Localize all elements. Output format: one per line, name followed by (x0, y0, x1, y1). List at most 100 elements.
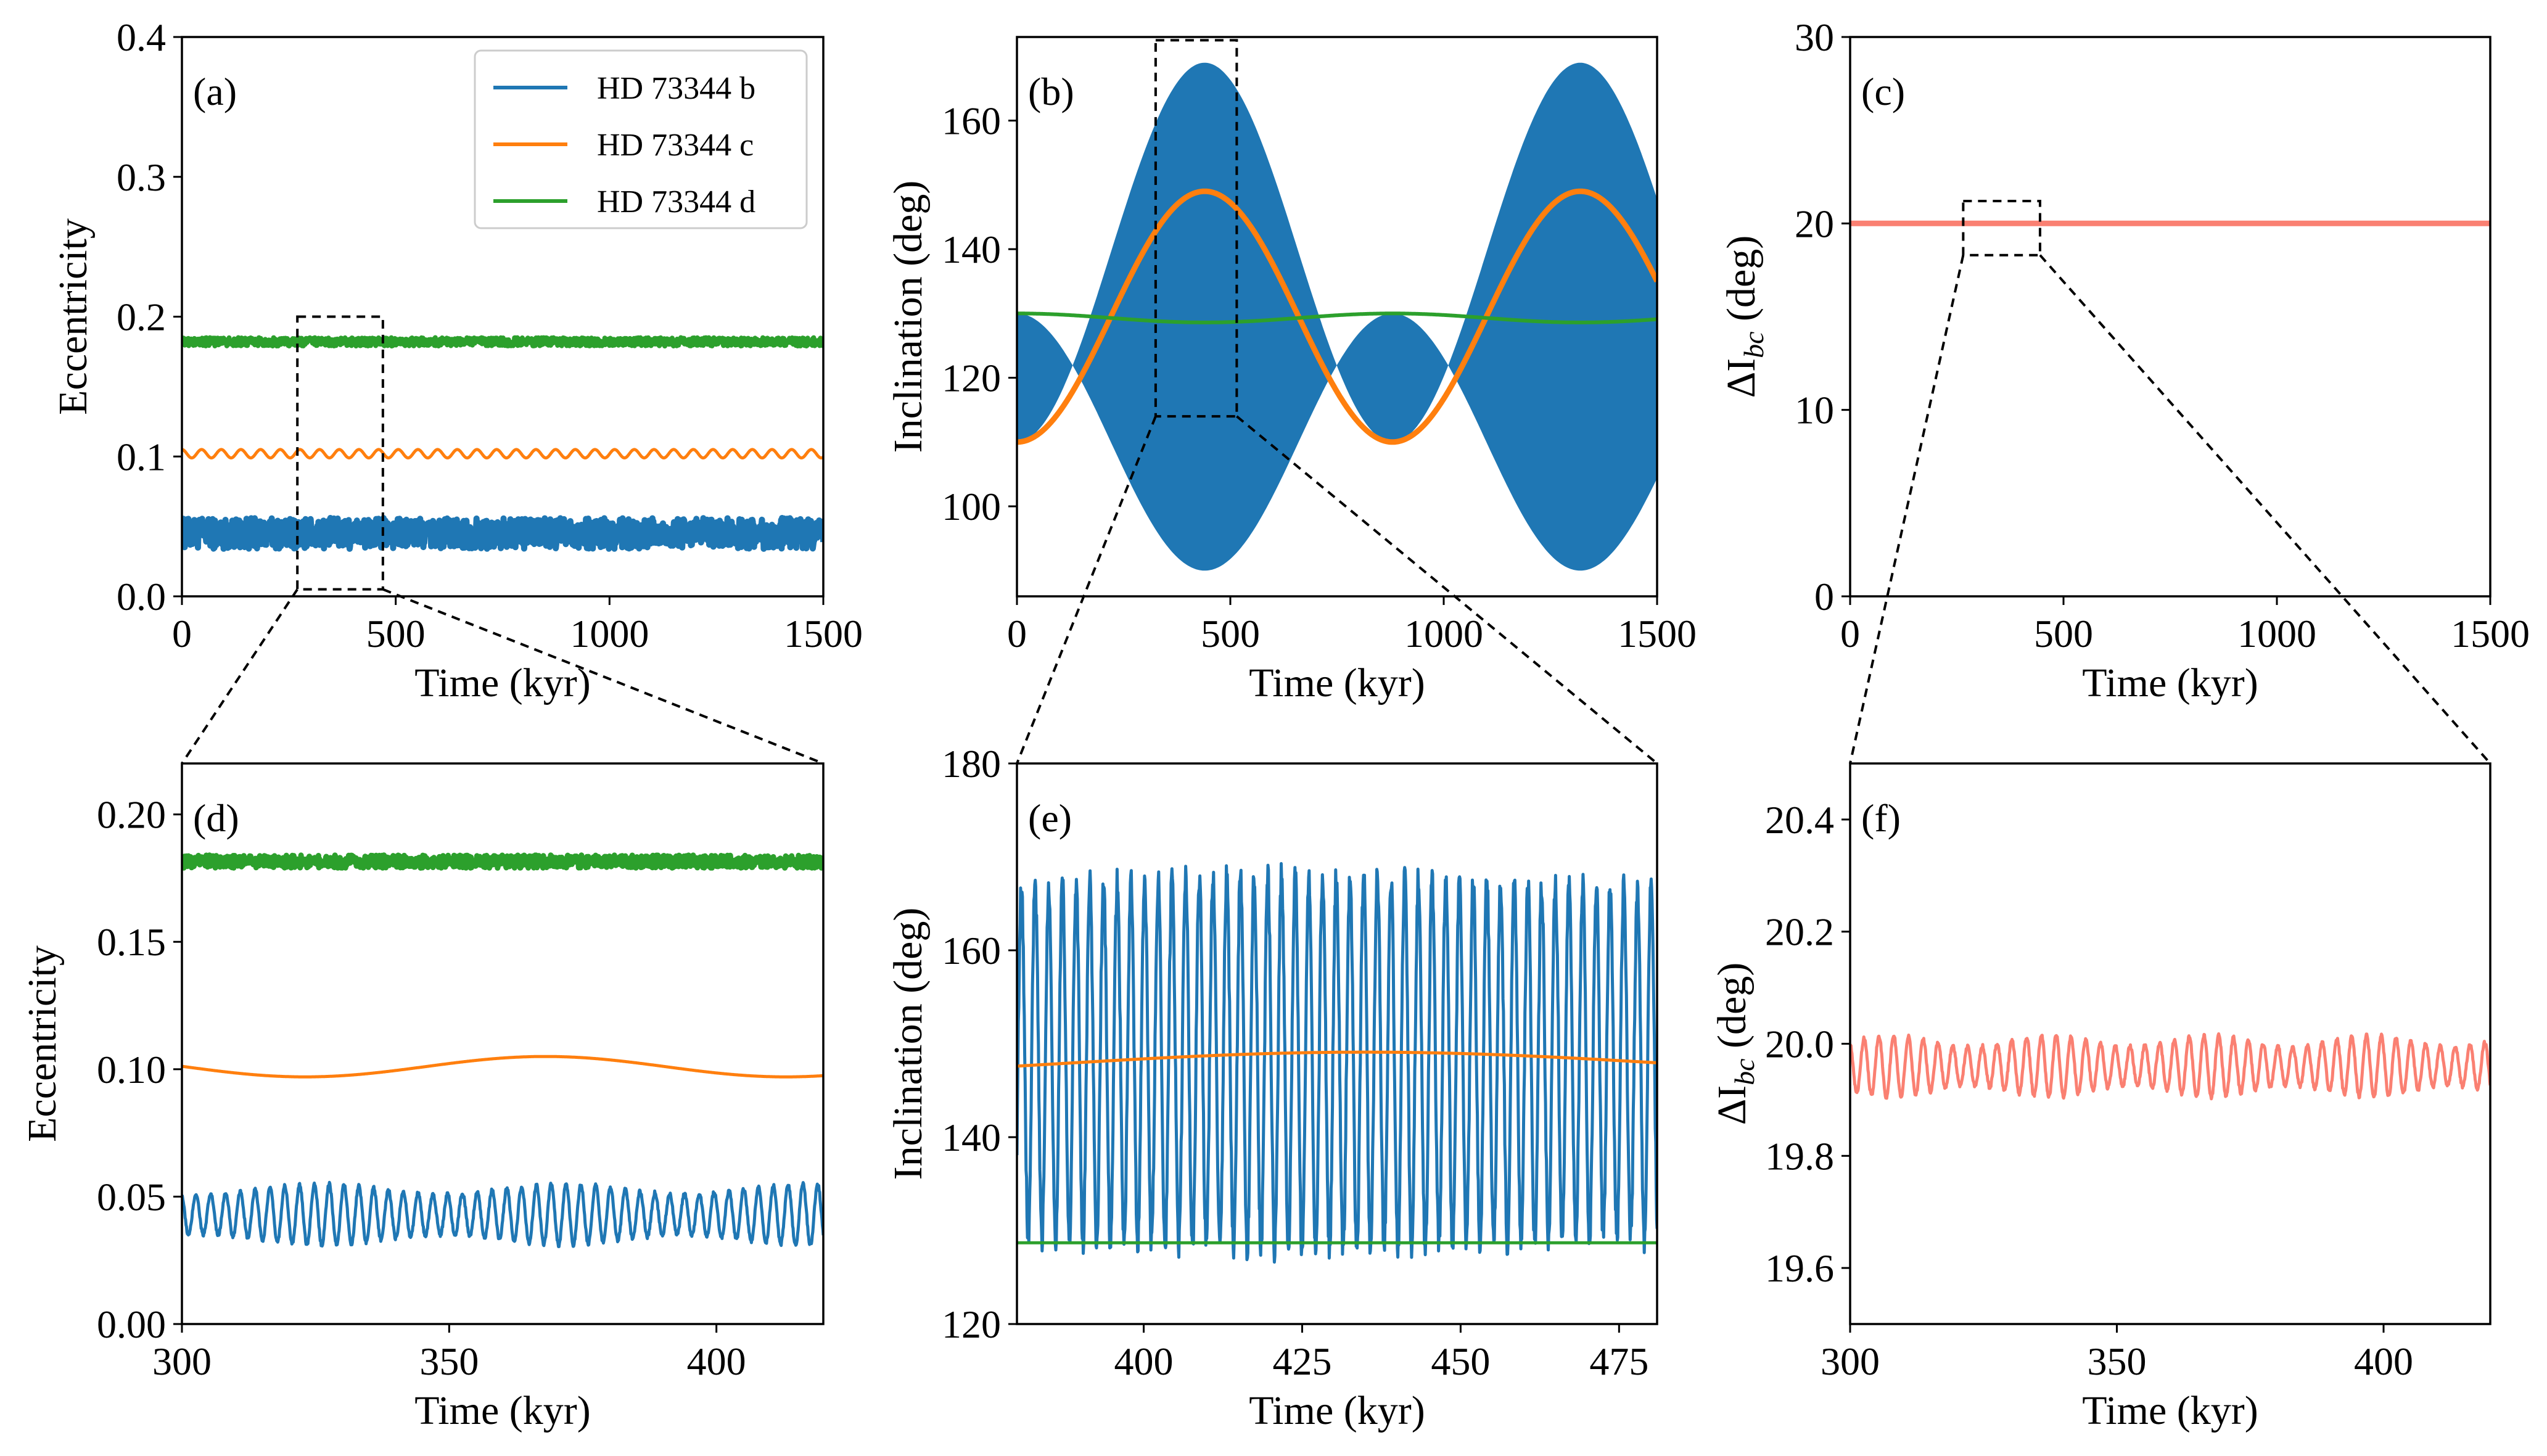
y-tick-label-a: 0.1 (117, 435, 166, 479)
y-tick-label-e: 180 (942, 742, 1001, 786)
series-d-d (182, 852, 823, 871)
x-tick-label-e: 425 (1272, 1339, 1331, 1383)
series-a-d (182, 335, 823, 349)
y-tick-label-f: 19.6 (1765, 1246, 1834, 1290)
y-label-unit-f: (deg) (1710, 963, 1755, 1059)
y-tick-label-d: 0.10 (97, 1048, 166, 1092)
y-tick-label-a: 0.4 (117, 15, 166, 59)
x-axis-label-c: Time (kyr) (2082, 660, 2258, 705)
x-tick-label-e: 450 (1431, 1339, 1490, 1383)
x-tick-label-b: 0 (1007, 612, 1027, 656)
x-tick-label-b: 1500 (1618, 612, 1697, 656)
x-tick-label-f: 350 (2088, 1339, 2147, 1383)
y-tick-label-d: 0.20 (97, 793, 166, 837)
panel-b: 0 500 1000 1500 100 120 140 160 Time (kyr) Inclin… (886, 36, 1697, 705)
axes-frame-b (1016, 36, 1658, 598)
y-tick-label-d: 0.05 (97, 1175, 166, 1219)
x-tick-label-c: 1000 (2237, 612, 2316, 656)
series-b-b (1017, 62, 1657, 571)
panel-tag-e: (e) (1028, 796, 1072, 840)
y-tick-label-c: 0 (1814, 575, 1834, 619)
x-tick-label-b: 1000 (1404, 612, 1483, 656)
y-tick-label-a: 0.0 (117, 575, 166, 619)
x-tick-label-e: 400 (1114, 1339, 1174, 1383)
y-label-main-c: ΔI (1719, 358, 1764, 398)
y-tick-label-f: 19.8 (1765, 1134, 1834, 1178)
panel-tag-a: (a) (193, 70, 237, 113)
y-tick-label-e: 160 (942, 929, 1001, 973)
y-tick-label-c: 20 (1795, 202, 1834, 245)
x-tick-label-c: 0 (1840, 612, 1860, 656)
x-axis-label-d: Time (kyr) (414, 1388, 590, 1433)
series-a-b (182, 515, 823, 552)
panel-tag-c: (c) (1861, 70, 1905, 113)
y-tick-label-b: 160 (942, 99, 1001, 143)
x-tick-label-a: 500 (366, 612, 426, 656)
x-tick-label-f: 400 (2354, 1339, 2413, 1383)
zoom-connector-left-a (181, 588, 298, 765)
y-tick-label-d: 0.00 (97, 1302, 166, 1346)
legend-box (474, 49, 808, 229)
x-tick-label-c: 500 (2034, 612, 2093, 656)
series-e-c (1017, 1050, 1657, 1068)
zoom-box-b (1154, 39, 1238, 418)
zoom-indicator-c (1849, 200, 2491, 765)
y-label-sub-f: bc (1729, 1058, 1760, 1085)
series-d-c (182, 1055, 823, 1079)
x-tick-label-e: 475 (1589, 1339, 1648, 1383)
y-axis-label-f: ΔIbc (deg) (1710, 963, 1760, 1125)
y-tick-label-e: 120 (942, 1302, 1001, 1346)
plot-area-f (1850, 1032, 2490, 1101)
y-tick-label-b: 100 (942, 485, 1001, 529)
zoom-box-a (296, 315, 384, 591)
axes-frame-e (1016, 762, 1658, 1325)
legend-label-d: HD 73344 d (597, 184, 755, 220)
zoom-box-c (1962, 200, 2041, 257)
x-tick-label-d: 400 (687, 1339, 746, 1383)
y-axis-label-a: Eccentricity (51, 218, 96, 415)
y-axis-label-e: Inclination (deg) (886, 908, 931, 1180)
panel-a: 0 500 1000 1500 0.0 0.1 0.2 0.3 0.4 Time (kyr) Ecc… (51, 15, 863, 705)
x-tick-label-c: 1500 (2451, 612, 2530, 656)
zoom-connector-left-c (1849, 255, 1965, 764)
x-tick-label-d: 300 (152, 1339, 212, 1383)
y-label-unit-c: (deg) (1719, 236, 1764, 332)
y-label-main-f: ΔI (1710, 1085, 1755, 1125)
plot-area-a (182, 335, 823, 552)
y-tick-label-f: 20.2 (1765, 910, 1834, 954)
x-tick-label-a: 0 (172, 612, 192, 656)
series-f-delta (1850, 1032, 2490, 1101)
zoom-connector-left-b (1016, 416, 1157, 764)
legend-label-c: HD 73344 c (597, 128, 754, 163)
panel-f: 300 350 400 19.6 19.8 20.0 20.2 20.4 Time (kyr) Δ… (1710, 762, 2491, 1433)
y-tick-label-e: 140 (942, 1116, 1001, 1159)
axes-frame-c (1849, 36, 2491, 598)
y-tick-label-f: 20.0 (1765, 1022, 1834, 1066)
zoom-connector-right-b (1236, 415, 1658, 765)
x-axis-label-b: Time (kyr) (1249, 660, 1425, 705)
series-b-c (1017, 188, 1657, 445)
x-tick-label-d: 350 (419, 1339, 479, 1383)
y-tick-label-a: 0.2 (117, 295, 166, 339)
y-tick-label-b: 140 (942, 228, 1001, 271)
zoom-indicator-a (181, 315, 824, 765)
y-tick-label-c: 10 (1795, 389, 1834, 432)
x-axis-label-e: Time (kyr) (1249, 1388, 1425, 1433)
zoom-connector-right-a (382, 588, 824, 765)
zoom-connector-right-c (2039, 254, 2491, 765)
x-tick-label-b: 500 (1201, 612, 1260, 656)
axes-frame-d (181, 762, 825, 1325)
x-tick-label-f: 300 (1821, 1339, 1880, 1383)
series-a-c (182, 448, 823, 459)
plot-area-d (182, 852, 823, 1248)
y-axis-label-b: Inclination (deg) (886, 181, 931, 453)
panel-tag-b: (b) (1028, 70, 1074, 113)
y-axis-label-d: Eccentricity (20, 945, 65, 1142)
y-tick-label-f: 20.4 (1765, 798, 1834, 842)
legend: HD 73344 b HD 73344 c HD 73344 d (474, 49, 808, 229)
series-e-b (1017, 862, 1657, 1264)
y-tick-label-b: 120 (942, 356, 1001, 400)
x-tick-label-a: 1000 (570, 612, 649, 656)
